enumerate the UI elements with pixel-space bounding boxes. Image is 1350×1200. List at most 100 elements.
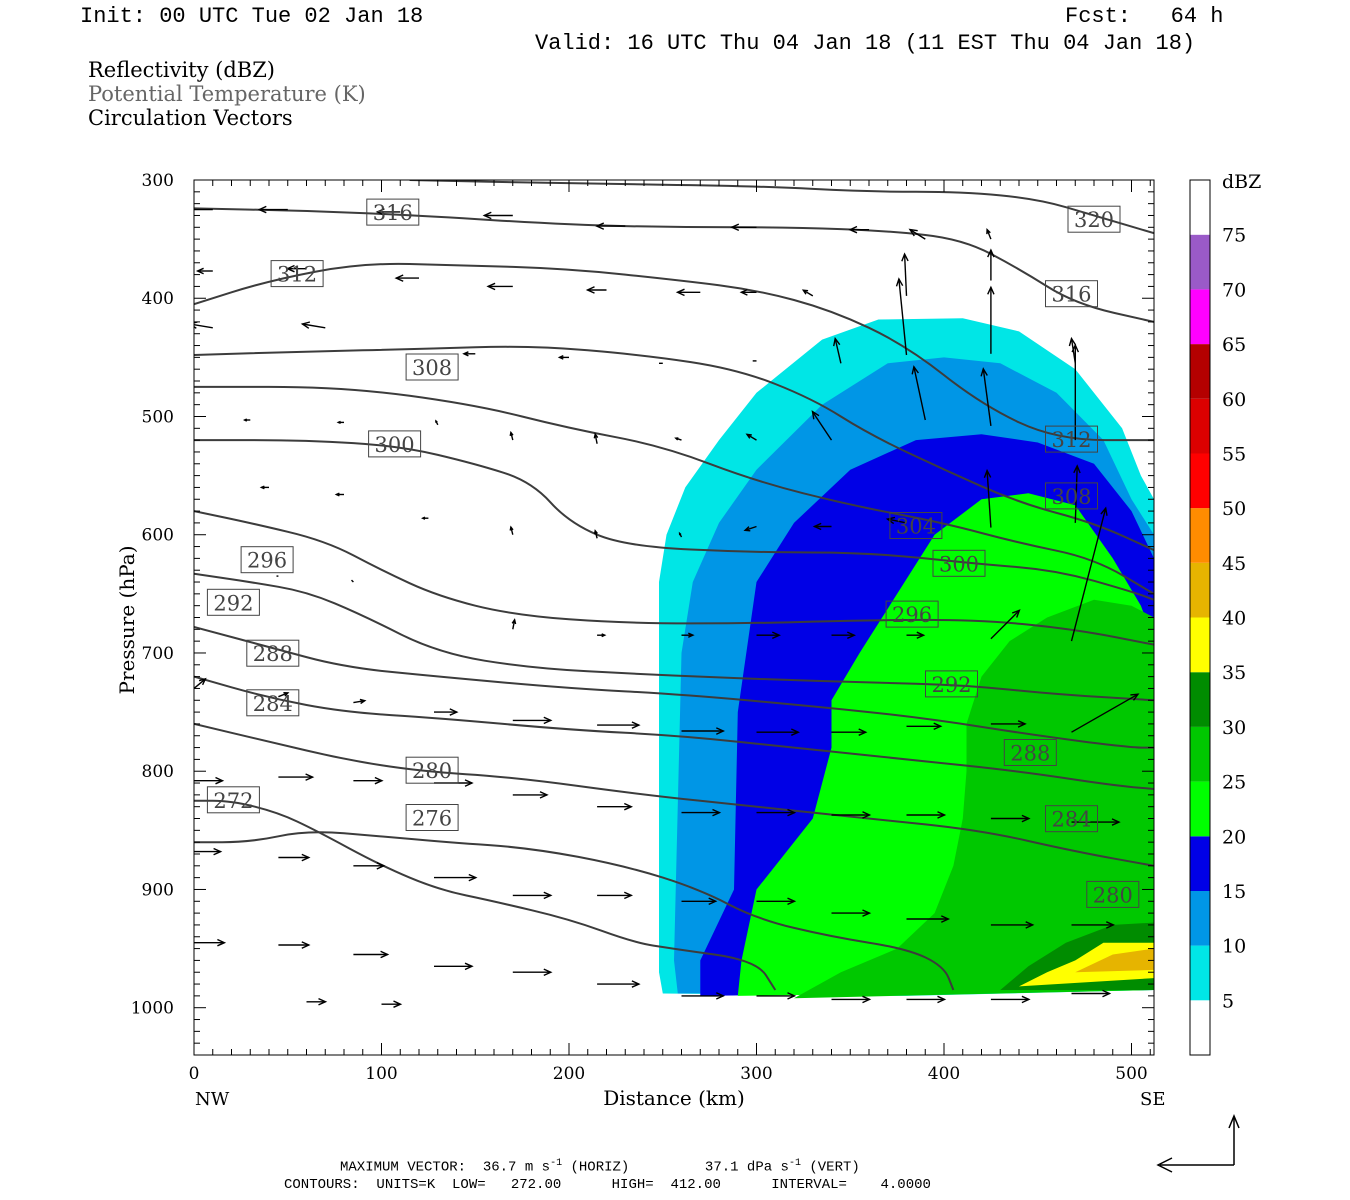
- circulation-vector: [194, 938, 227, 947]
- circulation-vector: [1071, 818, 1121, 826]
- isentrope-label-284: 284: [253, 692, 293, 716]
- isentrope-label-304: 304: [896, 515, 936, 539]
- circulation-vector: [375, 208, 401, 216]
- circulation-vector: [597, 891, 634, 900]
- circulation-vector: [512, 968, 553, 977]
- isentrope-label-box: [1045, 425, 1098, 453]
- circulation-vector: [987, 285, 995, 354]
- circulation-vector: [394, 274, 419, 282]
- isentrope-304: [194, 385, 1154, 595]
- isentrope-label-312: 312: [277, 263, 317, 287]
- x-tick-label: 500: [1115, 1064, 1147, 1084]
- x-axis-label: Distance (km): [603, 1086, 745, 1110]
- isentrope-label-box: [366, 198, 420, 226]
- colorbar-level-label: 10: [1222, 936, 1246, 958]
- colorbar-segment: [1190, 453, 1210, 509]
- circulation-vector: [906, 631, 926, 639]
- y-tick-label: 1000: [131, 999, 174, 1019]
- circulation-vector: [801, 289, 814, 297]
- isentrope-label-box: [405, 353, 459, 381]
- isentrope-label-316: 316: [373, 201, 413, 225]
- y-tick-label: 900: [142, 880, 174, 900]
- isentrope-label-296: 296: [247, 549, 287, 573]
- circulation-vector: [831, 631, 857, 640]
- isentrope-label-312: 312: [1051, 428, 1091, 452]
- colorbar-level-label: 30: [1222, 717, 1246, 739]
- circulation-vector: [678, 531, 683, 538]
- circulation-vector: [585, 286, 607, 294]
- isentrope-label-box: [932, 549, 986, 577]
- circulation-vector: [908, 228, 926, 240]
- circulation-vector: [1070, 506, 1108, 642]
- circulation-vector: [194, 321, 213, 329]
- circulation-vector: [593, 432, 599, 444]
- circulation-vector: [259, 485, 269, 490]
- circulation-vector: [901, 252, 909, 296]
- circulation-vector: [990, 609, 1021, 640]
- circulation-vector: [512, 891, 553, 900]
- isentrope-label-box: [240, 546, 294, 574]
- circulation-vector: [1073, 464, 1081, 523]
- colorbar-level-label: 35: [1222, 662, 1246, 684]
- circulation-vector: [756, 992, 797, 1000]
- circulation-vector: [911, 365, 926, 421]
- isentrope-label-292: 292: [931, 673, 971, 697]
- circulation-vector: [194, 208, 213, 211]
- isentrope-308: [194, 345, 1154, 552]
- circulation-vector: [745, 433, 757, 441]
- circulation-vector: [257, 205, 288, 214]
- circulation-vector: [990, 921, 1035, 929]
- isentrope-label-288: 288: [1010, 742, 1050, 766]
- circulation-vector: [681, 897, 718, 906]
- circulation-vector: [906, 915, 951, 923]
- circulation-vector: [509, 430, 514, 441]
- circulation-vector: [434, 708, 459, 716]
- circulation-vector: [848, 225, 869, 234]
- circulation-vector: [278, 773, 315, 781]
- circulation-vector: [242, 418, 251, 422]
- circulation-vector: [1071, 693, 1140, 733]
- circulation-vector: [756, 728, 801, 736]
- isentrope-284: [194, 675, 1154, 790]
- isentrope-300: [194, 439, 1154, 601]
- y-tick-label: 700: [142, 644, 174, 664]
- circulation-vector: [194, 677, 207, 689]
- isentrope-292: [194, 572, 1154, 702]
- circulation-vector: [353, 776, 384, 785]
- forecast-label: Fcst: 64 h: [1065, 5, 1223, 29]
- circulation-vector: [512, 791, 549, 799]
- circulation-vector: [353, 950, 390, 959]
- circulation-vector: [486, 282, 513, 291]
- colorbar-segment: [1190, 180, 1210, 235]
- isentrope-label-box: [925, 670, 978, 698]
- colorbar-level-label: 60: [1222, 389, 1246, 411]
- legend-vectors: Circulation Vectors: [88, 106, 293, 130]
- isentrope-label-box: [206, 786, 260, 814]
- fcst-value: 64 h: [1170, 4, 1224, 29]
- colorbar-level-label: 45: [1222, 553, 1246, 575]
- circulation-vector: [421, 516, 429, 520]
- colorbar-segment: [1190, 617, 1210, 673]
- isentrope-label-320: 320: [1074, 208, 1114, 232]
- isentrope-label-288: 288: [253, 642, 293, 666]
- circulation-vector: [194, 847, 223, 856]
- isentrope-label-300: 300: [375, 433, 415, 457]
- circulation-vector: [906, 722, 943, 731]
- circulation-vector: [595, 222, 626, 230]
- isentrope-label-292: 292: [213, 591, 253, 615]
- colorbar-segment: [1190, 726, 1210, 782]
- y-tick-label: 800: [142, 762, 174, 782]
- circulation-vector: [831, 728, 868, 736]
- circulation-vector: [831, 995, 872, 1004]
- legend-reflectivity: Reflectivity (dBZ): [88, 58, 276, 82]
- circulation-vector: [597, 980, 641, 988]
- circulation-vector: [674, 437, 682, 441]
- circulation-vector: [990, 814, 1031, 823]
- colorbar-segment: [1190, 398, 1210, 454]
- colorbar-level-label: 40: [1222, 608, 1246, 630]
- reference-vector: [1156, 1114, 1240, 1173]
- colorbar-level-label: 5: [1222, 990, 1234, 1012]
- circulation-vector: [278, 692, 290, 698]
- isentrope-label-280: 280: [412, 759, 452, 783]
- colorbar-segment: [1190, 289, 1210, 345]
